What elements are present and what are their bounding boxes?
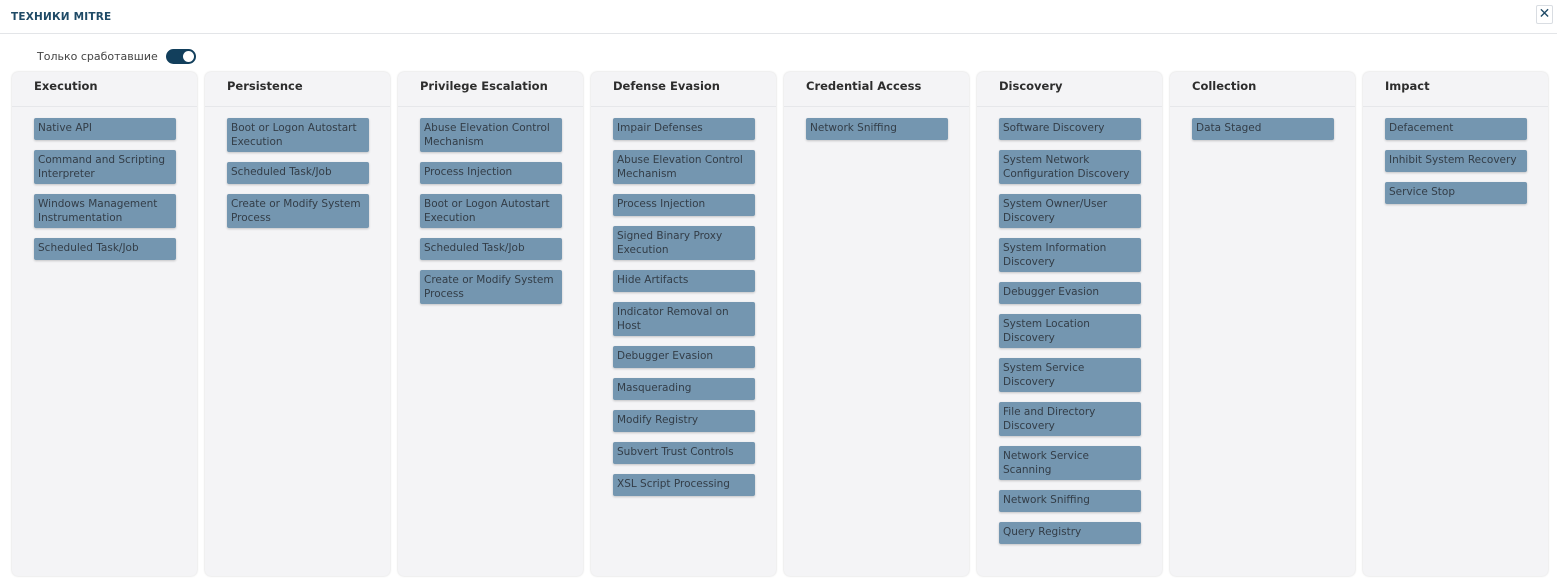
tactic-column: Discovery Software Discovery System Networ… bbox=[977, 72, 1162, 576]
technique-item[interactable]: Process Injection bbox=[613, 194, 755, 216]
tactic-column: Collection Data Staged bbox=[1170, 72, 1355, 576]
technique-list: Defacement Inhibit System Recovery Service… bbox=[1363, 107, 1548, 204]
technique-item[interactable]: Create or Modify System Process bbox=[227, 194, 369, 228]
technique-item[interactable]: Hide Artifacts bbox=[613, 270, 755, 292]
technique-item[interactable]: Boot or Logon Autostart Execution bbox=[227, 118, 369, 152]
technique-item[interactable]: Network Sniffing bbox=[999, 490, 1141, 512]
technique-item[interactable]: Scheduled Task/Job bbox=[227, 162, 369, 184]
filter-label: Только сработавшие bbox=[37, 50, 158, 63]
tactic-title: Impact bbox=[1363, 72, 1548, 107]
technique-item[interactable]: Command and Scripting Interpreter bbox=[34, 150, 176, 184]
technique-item[interactable]: Masquerading bbox=[613, 378, 755, 400]
technique-item[interactable]: Native API bbox=[34, 118, 176, 140]
technique-item[interactable]: Software Discovery bbox=[999, 118, 1141, 140]
technique-item[interactable]: System Location Discovery bbox=[999, 314, 1141, 348]
technique-item[interactable]: Defacement bbox=[1385, 118, 1527, 140]
technique-item[interactable]: Subvert Trust Controls bbox=[613, 442, 755, 464]
triggered-only-toggle[interactable] bbox=[165, 49, 196, 64]
technique-item[interactable]: Network Sniffing bbox=[806, 118, 948, 140]
technique-item[interactable]: Scheduled Task/Job bbox=[34, 238, 176, 260]
tactic-column: Persistence Boot or Logon Autostart Execu… bbox=[205, 72, 390, 576]
technique-item[interactable]: System Owner/User Discovery bbox=[999, 194, 1141, 228]
technique-item[interactable]: System Service Discovery bbox=[999, 358, 1141, 392]
technique-item[interactable]: Scheduled Task/Job bbox=[420, 238, 562, 260]
tactic-title: Persistence bbox=[205, 72, 390, 107]
tactic-title: Execution bbox=[12, 72, 197, 107]
tactic-title: Defense Evasion bbox=[591, 72, 776, 107]
technique-item[interactable]: Debugger Evasion bbox=[999, 282, 1141, 304]
tactic-title: Collection bbox=[1170, 72, 1355, 107]
technique-item[interactable]: Indicator Removal on Host bbox=[613, 302, 755, 336]
technique-list: Impair Defenses Abuse Elevation Control M… bbox=[591, 107, 776, 496]
tactic-title: Privilege Escalation bbox=[398, 72, 583, 107]
technique-list: Data Staged bbox=[1170, 107, 1355, 140]
tactic-column: Impact Defacement Inhibit System Recovery S… bbox=[1363, 72, 1548, 576]
technique-item[interactable]: Query Registry bbox=[999, 522, 1141, 544]
tactic-column: Execution Native API Command and Scripting… bbox=[12, 72, 197, 576]
technique-item[interactable]: Abuse Elevation Control Mechanism bbox=[420, 118, 562, 152]
technique-item[interactable]: XSL Script Processing bbox=[613, 474, 755, 496]
technique-item[interactable]: Data Staged bbox=[1192, 118, 1334, 140]
filter-row: Только сработавшие bbox=[37, 49, 196, 64]
close-button[interactable]: ✕ bbox=[1536, 5, 1553, 24]
technique-item[interactable]: Create or Modify System Process bbox=[420, 270, 562, 304]
technique-item[interactable]: Debugger Evasion bbox=[613, 346, 755, 368]
technique-list: Network Sniffing bbox=[784, 107, 969, 140]
tactic-column: Privilege Escalation Abuse Elevation Cont… bbox=[398, 72, 583, 576]
tactic-title: Discovery bbox=[977, 72, 1162, 107]
technique-item[interactable]: Boot or Logon Autostart Execution bbox=[420, 194, 562, 228]
technique-list: Abuse Elevation Control Mechanism Process… bbox=[398, 107, 583, 304]
technique-item[interactable]: File and Directory Discovery bbox=[999, 402, 1141, 436]
technique-item[interactable]: Inhibit System Recovery bbox=[1385, 150, 1527, 172]
technique-item[interactable]: Modify Registry bbox=[613, 410, 755, 432]
dialog-header: ТЕХНИКИ MITRE bbox=[0, 0, 1557, 34]
tactic-column: Defense Evasion Impair Defenses Abuse Elev… bbox=[591, 72, 776, 576]
technique-item[interactable]: Abuse Elevation Control Mechanism bbox=[613, 150, 755, 184]
technique-item[interactable]: Windows Management Instrumentation bbox=[34, 194, 176, 228]
technique-item[interactable]: Service Stop bbox=[1385, 182, 1527, 204]
close-icon: ✕ bbox=[1538, 6, 1551, 22]
technique-item[interactable]: Impair Defenses bbox=[613, 118, 755, 140]
technique-item[interactable]: Network Service Scanning bbox=[999, 446, 1141, 480]
technique-list: Software Discovery System Network Configu… bbox=[977, 107, 1162, 544]
tactics-board: Execution Native API Command and Scripting… bbox=[12, 72, 1548, 576]
technique-item[interactable]: System Network Configuration Discovery bbox=[999, 150, 1141, 184]
dialog-title: ТЕХНИКИ MITRE bbox=[11, 10, 112, 23]
technique-item[interactable]: System Information Discovery bbox=[999, 238, 1141, 272]
tactic-title: Credential Access bbox=[784, 72, 969, 107]
technique-item[interactable]: Signed Binary Proxy Execution bbox=[613, 226, 755, 260]
tactic-column: Credential Access Network Sniffing bbox=[784, 72, 969, 576]
technique-item[interactable]: Process Injection bbox=[420, 162, 562, 184]
technique-list: Native API Command and Scripting Interpre… bbox=[12, 107, 197, 260]
technique-list: Boot or Logon Autostart Execution Schedul… bbox=[205, 107, 390, 228]
